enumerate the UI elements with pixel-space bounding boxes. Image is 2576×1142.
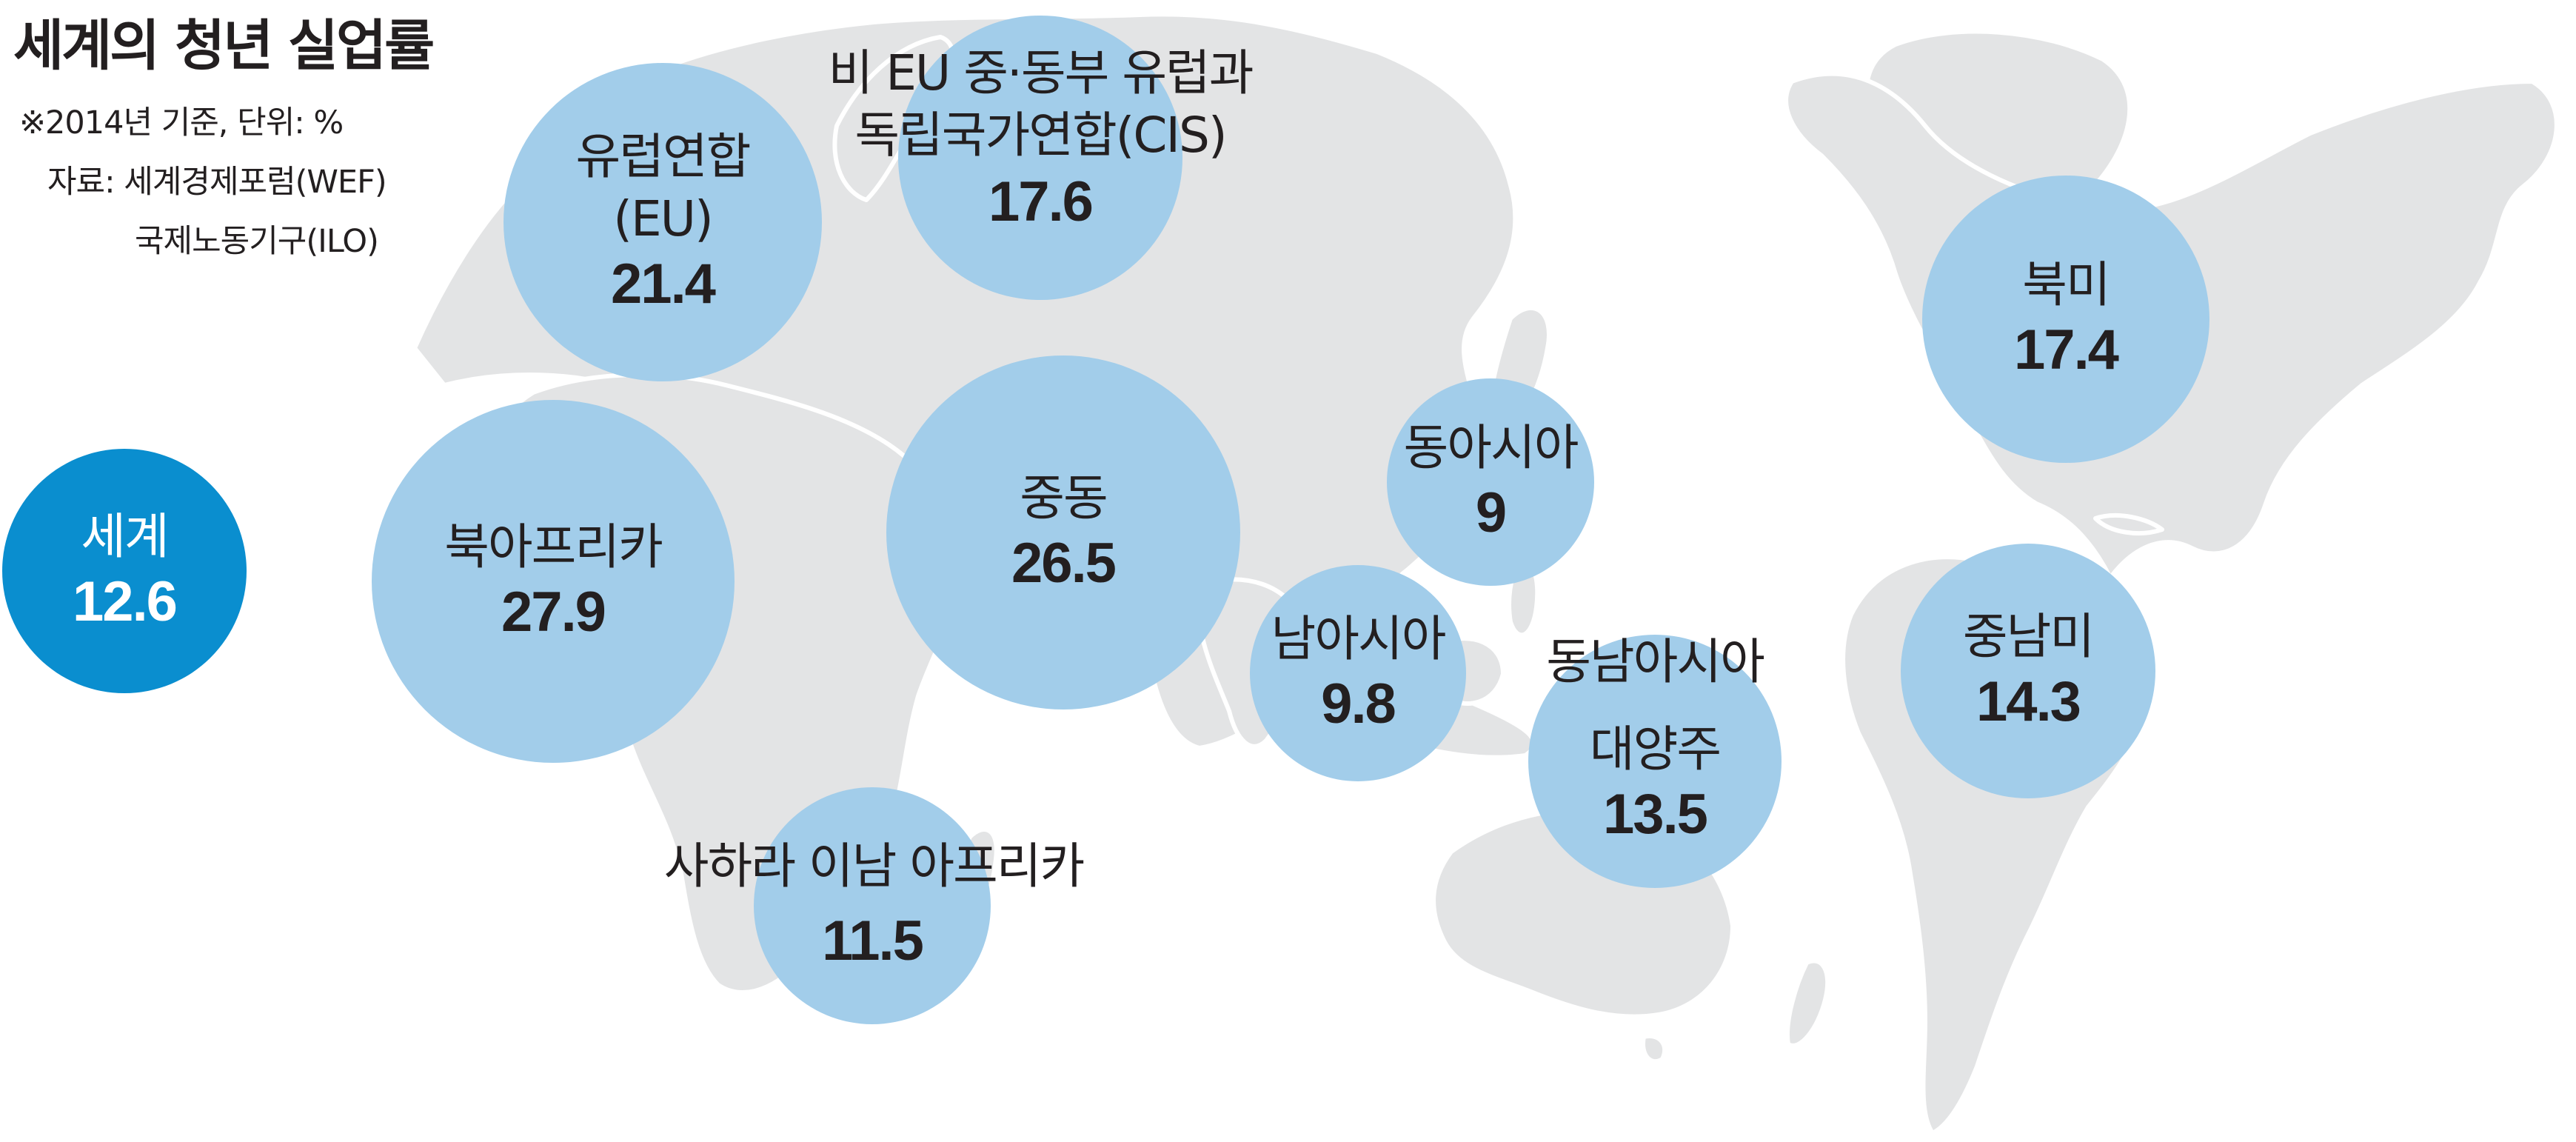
bubble-south-asia: 남아시아 9.8 xyxy=(1250,565,1466,781)
bubble-southeast-asia-pacific: 대양주 13.5 xyxy=(1528,635,1782,888)
bubble-eu: 유럽연합 (EU) 21.4 xyxy=(504,63,822,381)
bubble-east-asia-name: 동아시아 xyxy=(1403,419,1579,476)
bubble-south-asia-name: 남아시아 xyxy=(1271,610,1447,667)
label-cis-line2: 독립국가연합(CIS) xyxy=(854,107,1227,164)
bubble-cis-value: 17.6 xyxy=(988,170,1094,233)
notes-block: ※2014년 기준, 단위: % 자료: 세계경제포럼(WEF) 국제노동기구(… xyxy=(19,93,387,271)
bubble-latin-america-value: 14.3 xyxy=(1976,670,2081,733)
bubble-north-america: 북미 17.4 xyxy=(1922,176,2209,463)
source-note-ilo: 국제노동기구(ILO) xyxy=(135,223,379,260)
label-sub-saharan-africa: 사하라 이남 아프리카 xyxy=(663,838,1085,895)
bubble-north-africa: 북아프리카 27.9 xyxy=(372,400,735,763)
bubble-north-america-value: 17.4 xyxy=(2014,318,2119,381)
bubble-east-asia-value: 9 xyxy=(1475,481,1507,544)
tasmania xyxy=(1641,1034,1667,1064)
bubble-middle-east: 중동 26.5 xyxy=(886,355,1240,709)
source-note-wef: 자료: 세계경제포럼(WEF) xyxy=(47,164,387,201)
bubble-latin-america: 중남미 14.3 xyxy=(1901,544,2155,798)
bubble-eu-name-line1: 유럽연합 xyxy=(575,128,752,185)
basis-note: ※2014년 기준, 단위: % xyxy=(19,104,344,141)
bubble-world-name: 세계 xyxy=(81,508,169,565)
bubble-north-africa-name: 북아프리카 xyxy=(444,518,663,575)
bubble-east-asia: 동아시아 9 xyxy=(1387,378,1594,586)
bubble-cis: 17.6 xyxy=(898,16,1182,300)
bubble-sub-saharan-africa-value: 11.5 xyxy=(822,909,924,972)
bubble-world-value: 12.6 xyxy=(73,570,178,633)
bubble-latin-america-name: 중남미 xyxy=(1962,608,2095,665)
bubble-north-america-name: 북미 xyxy=(2022,256,2110,313)
label-cis: 비 EU 중·동부 유럽과 독립국가연합(CIS) xyxy=(803,42,1277,167)
bubble-middle-east-value: 26.5 xyxy=(1011,532,1117,595)
label-southeast-asia: 동남아시아 xyxy=(1546,633,1765,690)
map-title: 세계의 청년 실업률 xyxy=(13,14,435,78)
bubble-eu-name-line2: (EU) xyxy=(613,190,714,247)
bubble-world: 세계 12.6 xyxy=(2,449,247,693)
bubble-middle-east-name: 중동 xyxy=(1020,470,1108,527)
bubble-sub-saharan-africa: 11.5 xyxy=(754,787,991,1024)
new-zealand xyxy=(1785,958,1830,1048)
label-cis-line1: 비 EU 중·동부 유럽과 xyxy=(828,44,1254,101)
caribbean-islands xyxy=(2093,512,2164,535)
bubble-eu-value: 21.4 xyxy=(611,253,716,315)
bubble-sea-name-line2: 대양주 xyxy=(1589,721,1722,778)
bubble-south-asia-value: 9.8 xyxy=(1321,672,1396,735)
bubble-sea-value: 13.5 xyxy=(1603,783,1708,846)
bubble-north-africa-value: 27.9 xyxy=(501,581,606,644)
